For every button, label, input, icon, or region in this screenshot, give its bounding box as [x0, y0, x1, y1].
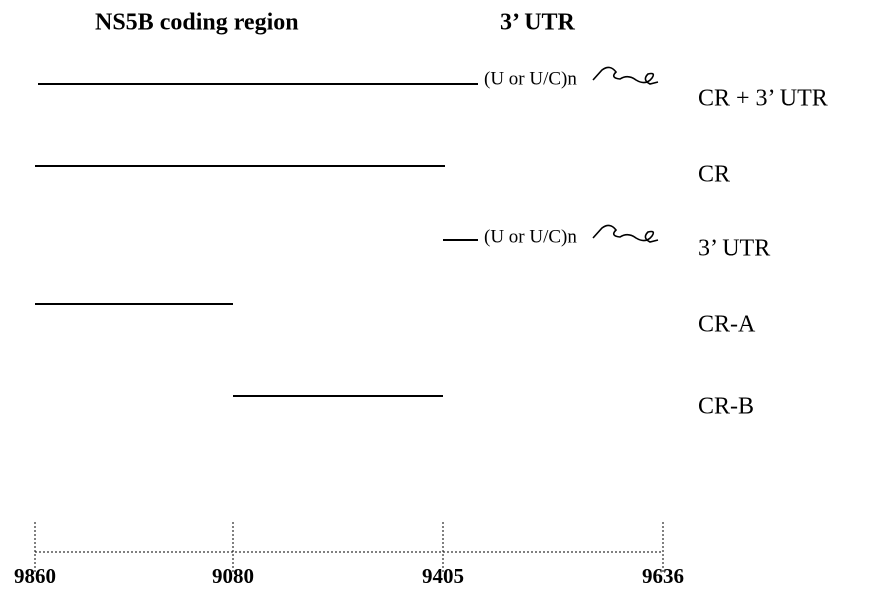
construct-label: CR-B	[698, 394, 754, 420]
tick-label: 9636	[642, 564, 684, 588]
stem-loop	[592, 66, 659, 85]
construct-label: CR	[698, 162, 730, 188]
header-coding-region: NS5B coding region	[95, 10, 299, 36]
tick-label: 9405	[422, 564, 464, 588]
construct-label: CR + 3’ UTR	[698, 86, 828, 112]
stem-loop	[592, 224, 659, 243]
header-utr: 3’ UTR	[500, 10, 576, 36]
poly-tail: (U or U/C)n	[484, 68, 577, 89]
tick-label: 9080	[212, 564, 254, 588]
construct-label: 3’ UTR	[698, 236, 770, 262]
poly-tail: (U or U/C)n	[484, 226, 577, 247]
construct-label: CR-A	[698, 312, 756, 338]
tick-label: 9860	[14, 564, 56, 588]
